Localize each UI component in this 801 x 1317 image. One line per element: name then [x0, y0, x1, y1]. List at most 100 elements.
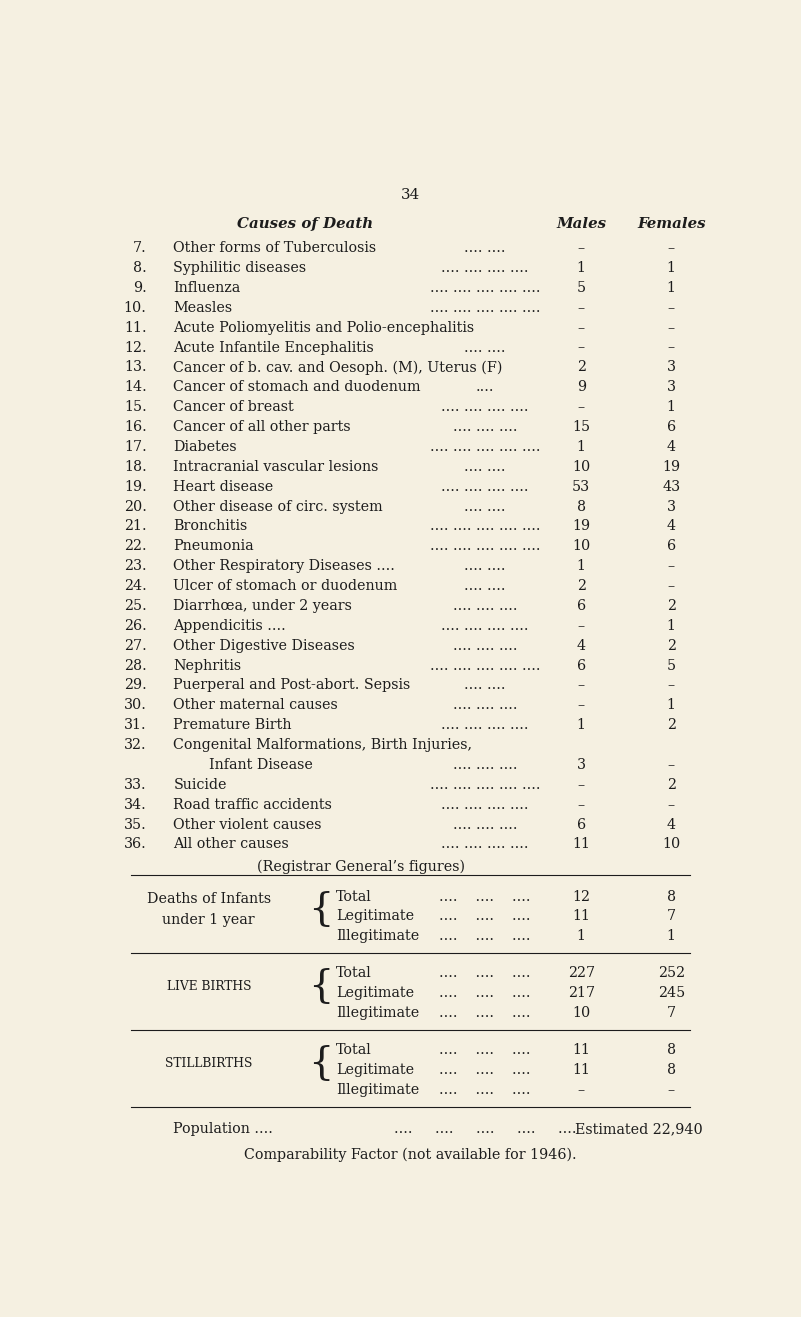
Text: Cancer of breast: Cancer of breast	[173, 400, 294, 415]
Text: 1: 1	[577, 440, 586, 454]
Text: 17.: 17.	[124, 440, 147, 454]
Text: Illegitimate: Illegitimate	[336, 1083, 419, 1097]
Text: 1: 1	[666, 698, 676, 712]
Text: 11: 11	[572, 1063, 590, 1077]
Text: .... ....: .... ....	[465, 241, 505, 255]
Text: 26.: 26.	[124, 619, 147, 633]
Text: .... .... .... .... ....: .... .... .... .... ....	[430, 440, 540, 454]
Text: 1: 1	[666, 930, 676, 943]
Text: Road traffic accidents: Road traffic accidents	[173, 798, 332, 811]
Text: Other maternal causes: Other maternal causes	[173, 698, 338, 712]
Text: ....     ....     ....     ....     ....: .... .... .... .... ....	[394, 1122, 576, 1137]
Text: 1: 1	[577, 718, 586, 732]
Text: –: –	[668, 759, 674, 772]
Text: 1: 1	[577, 930, 586, 943]
Text: 6: 6	[577, 658, 586, 673]
Text: under 1 year: under 1 year	[163, 914, 255, 927]
Text: .... .... ....: .... .... ....	[453, 639, 517, 653]
Text: .... .... .... .... ....: .... .... .... .... ....	[430, 540, 540, 553]
Text: 19: 19	[572, 519, 590, 533]
Text: .... .... ....: .... .... ....	[453, 698, 517, 712]
Text: 22.: 22.	[124, 540, 147, 553]
Text: 29.: 29.	[124, 678, 147, 693]
Text: 18.: 18.	[124, 460, 147, 474]
Text: Cancer of all other parts: Cancer of all other parts	[173, 420, 351, 435]
Text: –: –	[578, 798, 585, 811]
Text: Other violent causes: Other violent causes	[173, 818, 322, 831]
Text: .... .... .... ....: .... .... .... ....	[441, 479, 529, 494]
Text: Cancer of stomach and duodenum: Cancer of stomach and duodenum	[173, 381, 421, 394]
Text: –: –	[668, 1083, 674, 1097]
Text: –: –	[578, 778, 585, 792]
Text: .... .... .... .... ....: .... .... .... .... ....	[430, 519, 540, 533]
Text: 15.: 15.	[124, 400, 147, 415]
Text: 24.: 24.	[124, 579, 147, 593]
Text: ....: ....	[476, 381, 494, 394]
Text: .... .... .... ....: .... .... .... ....	[441, 838, 529, 852]
Text: .... ....: .... ....	[465, 341, 505, 354]
Text: 34.: 34.	[124, 798, 147, 811]
Text: 2: 2	[577, 579, 586, 593]
Text: Puerperal and Post-abort. Sepsis: Puerperal and Post-abort. Sepsis	[173, 678, 411, 693]
Text: .... .... .... ....: .... .... .... ....	[441, 400, 529, 415]
Text: .... ....: .... ....	[465, 460, 505, 474]
Text: ....    ....    ....: .... .... ....	[439, 986, 531, 1001]
Text: 19: 19	[662, 460, 680, 474]
Text: 53: 53	[572, 479, 590, 494]
Text: 8: 8	[666, 1043, 676, 1058]
Text: .... ....: .... ....	[465, 499, 505, 514]
Text: Deaths of Infants: Deaths of Infants	[147, 892, 271, 906]
Text: {: {	[308, 968, 333, 1005]
Text: .... ....: .... ....	[465, 678, 505, 693]
Text: 8: 8	[666, 1063, 676, 1077]
Text: .... .... .... ....: .... .... .... ....	[441, 261, 529, 275]
Text: .... .... .... ....: .... .... .... ....	[441, 718, 529, 732]
Text: 3: 3	[666, 499, 676, 514]
Text: 11: 11	[572, 1043, 590, 1058]
Text: .... .... .... ....: .... .... .... ....	[441, 619, 529, 633]
Text: 6: 6	[666, 540, 676, 553]
Text: 43: 43	[662, 479, 680, 494]
Text: ....    ....    ....: .... .... ....	[439, 1083, 531, 1097]
Text: 7.: 7.	[133, 241, 147, 255]
Text: –: –	[668, 560, 674, 573]
Text: 28.: 28.	[124, 658, 147, 673]
Text: 9.: 9.	[133, 281, 147, 295]
Text: .... .... ....: .... .... ....	[453, 818, 517, 831]
Text: 4: 4	[666, 519, 676, 533]
Text: Total: Total	[336, 1043, 372, 1058]
Text: 10: 10	[662, 838, 680, 852]
Text: Diabetes: Diabetes	[173, 440, 237, 454]
Text: –: –	[668, 341, 674, 354]
Text: 1: 1	[577, 560, 586, 573]
Text: 5: 5	[666, 658, 676, 673]
Text: 10.: 10.	[124, 300, 147, 315]
Text: Other Digestive Diseases: Other Digestive Diseases	[173, 639, 355, 653]
Text: 12: 12	[572, 889, 590, 903]
Text: 12.: 12.	[124, 341, 147, 354]
Text: Premature Birth: Premature Birth	[173, 718, 292, 732]
Text: (Registrar General’s figures): (Registrar General’s figures)	[257, 860, 465, 873]
Text: 8: 8	[666, 889, 676, 903]
Text: Other forms of Tuberculosis: Other forms of Tuberculosis	[173, 241, 376, 255]
Text: .... ....: .... ....	[465, 579, 505, 593]
Text: 32.: 32.	[124, 738, 147, 752]
Text: Estimated 22,940: Estimated 22,940	[574, 1122, 702, 1137]
Text: –: –	[578, 400, 585, 415]
Text: STILLBIRTHS: STILLBIRTHS	[165, 1056, 252, 1069]
Text: 3: 3	[577, 759, 586, 772]
Text: Measles: Measles	[173, 300, 232, 315]
Text: 21.: 21.	[124, 519, 147, 533]
Text: .... .... ....: .... .... ....	[453, 420, 517, 435]
Text: 10: 10	[572, 460, 590, 474]
Text: Cancer of b. cav. and Oesoph. (M), Uterus (F): Cancer of b. cav. and Oesoph. (M), Uteru…	[173, 361, 503, 375]
Text: –: –	[578, 1083, 585, 1097]
Text: 3: 3	[666, 361, 676, 374]
Text: 13.: 13.	[124, 361, 147, 374]
Text: 7: 7	[666, 910, 676, 923]
Text: 6: 6	[577, 599, 586, 612]
Text: ....    ....    ....: .... .... ....	[439, 967, 531, 980]
Text: 1: 1	[577, 261, 586, 275]
Text: 33.: 33.	[124, 778, 147, 792]
Text: 8.: 8.	[133, 261, 147, 275]
